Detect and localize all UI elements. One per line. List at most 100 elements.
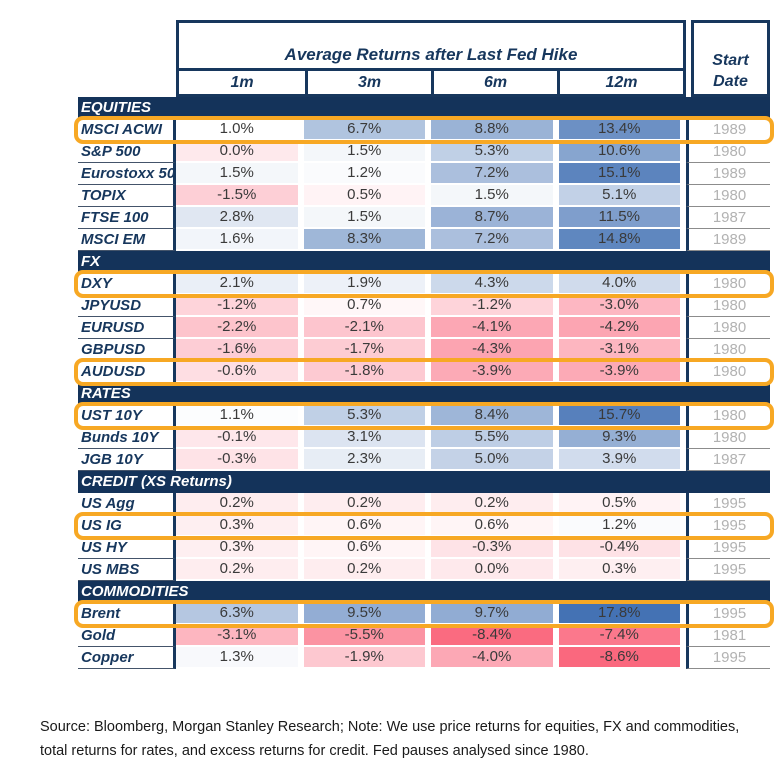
source-note: Source: Bloomberg, Morgan Stanley Resear… — [40, 719, 740, 759]
return-value: 0.6% — [303, 515, 425, 535]
return-value: 5.0% — [431, 449, 553, 469]
start-date-cell: 1980 — [686, 295, 770, 317]
return-cell: 0.2% — [176, 559, 304, 581]
return-cell: 0.2% — [176, 493, 304, 515]
return-value: 1.1% — [176, 405, 298, 425]
return-cell: 8.7% — [431, 207, 559, 229]
return-value: -3.1% — [176, 625, 298, 645]
return-value: 2.8% — [176, 207, 298, 227]
return-value: 8.8% — [431, 119, 553, 139]
table-row: UST 10Y 1.1% 5.3% 8.4% 15.7% 1980 — [74, 402, 774, 430]
start-date-cell: 1989 — [686, 163, 770, 185]
return-value: -8.4% — [431, 625, 553, 645]
return-value: -8.6% — [558, 647, 680, 667]
return-value: -5.5% — [303, 625, 425, 645]
section-header: COMMODITIES — [78, 581, 770, 603]
return-cell: 17.8% — [558, 603, 687, 625]
start-date-cell: 1987 — [686, 207, 770, 229]
return-cell: 4.3% — [431, 273, 559, 295]
row-label: US Agg — [78, 493, 176, 515]
return-cell: 10.6% — [558, 141, 687, 163]
table-row: MSCI ACWI 1.0% 6.7% 8.8% 13.4% 1989 — [74, 116, 774, 144]
table-body: EQUITIES MSCI ACWI 1.0% 6.7% 8.8% 13.4% 1989 S&… — [74, 97, 774, 669]
return-value: 2.3% — [303, 449, 425, 469]
return-cell: 13.4% — [558, 119, 687, 141]
return-value: 0.5% — [303, 185, 425, 205]
table-row: FTSE 100 2.8% 1.5% 8.7% 11.5% 1987 — [78, 207, 770, 229]
return-cell: -3.1% — [558, 339, 687, 361]
return-cell: 1.0% — [176, 119, 304, 141]
row-label: US MBS — [78, 559, 176, 581]
return-value: -0.1% — [176, 427, 298, 447]
return-cell: -0.3% — [176, 449, 304, 471]
table-row: US HY 0.3% 0.6% -0.3% -0.4% 1995 — [78, 537, 770, 559]
return-value: -4.0% — [431, 647, 553, 667]
return-value: 6.3% — [176, 603, 298, 623]
row-label: MSCI EM — [78, 229, 176, 251]
return-value: 15.7% — [558, 405, 680, 425]
return-value: 0.6% — [431, 515, 553, 535]
return-cell: 5.1% — [558, 185, 687, 207]
return-value: 4.0% — [558, 273, 680, 293]
table-row: MSCI EM 1.6% 8.3% 7.2% 14.8% 1989 — [78, 229, 770, 251]
table-row: EURUSD -2.2% -2.1% -4.1% -4.2% 1980 — [78, 317, 770, 339]
return-cell: 0.2% — [303, 559, 432, 581]
start-date-cell: 1989 — [686, 229, 770, 251]
table-row: Brent 6.3% 9.5% 9.7% 17.8% 1995 — [74, 600, 774, 628]
return-cell: 1.5% — [431, 185, 559, 207]
return-value: -2.1% — [303, 317, 425, 337]
return-value: 1.5% — [303, 207, 425, 227]
return-value: 1.5% — [176, 163, 298, 183]
return-value: 17.8% — [558, 603, 680, 623]
return-cell: 0.3% — [176, 537, 304, 559]
row-label: EURUSD — [78, 317, 176, 339]
start-date-cell: 1995 — [686, 515, 770, 537]
column-header: 6m — [431, 71, 557, 94]
column-header: 12m — [557, 71, 683, 94]
return-cell: 2.1% — [176, 273, 304, 295]
table-row: S&P 500 0.0% 1.5% 5.3% 10.6% 1980 — [78, 141, 770, 163]
return-cell: -3.9% — [558, 361, 687, 383]
table-row: GBPUSD -1.6% -1.7% -4.3% -3.1% 1980 — [78, 339, 770, 361]
return-cell: 2.8% — [176, 207, 304, 229]
return-value: -3.9% — [431, 361, 553, 381]
return-value: 0.2% — [431, 493, 553, 513]
return-value: -7.4% — [558, 625, 680, 645]
return-cell: 0.2% — [303, 493, 432, 515]
table-row: TOPIX -1.5% 0.5% 1.5% 5.1% 1980 — [78, 185, 770, 207]
return-cell: 5.3% — [303, 405, 432, 427]
return-value: 7.2% — [431, 163, 553, 183]
returns-header-box: Average Returns after Last Fed Hike 1m 3m… — [176, 20, 686, 97]
return-cell: 0.6% — [431, 515, 559, 537]
return-cell: 9.7% — [431, 603, 559, 625]
return-cell: -1.7% — [303, 339, 432, 361]
return-value: 0.2% — [303, 493, 425, 513]
start-date-cell: 1995 — [686, 647, 770, 669]
heatmap-table: Average Returns after Last Fed Hike 1m 3m… — [74, 20, 774, 669]
return-cell: -7.4% — [558, 625, 687, 647]
row-label: FTSE 100 — [78, 207, 176, 229]
row-label: JGB 10Y — [78, 449, 176, 471]
row-label: JPYUSD — [78, 295, 176, 317]
table-row: Copper 1.3% -1.9% -4.0% -8.6% 1995 — [78, 647, 770, 669]
return-cell: 1.5% — [176, 163, 304, 185]
return-value: 1.6% — [176, 229, 298, 249]
return-value: 0.0% — [431, 559, 553, 579]
row-label: Bunds 10Y — [78, 427, 176, 449]
return-cell: -1.6% — [176, 339, 304, 361]
start-date-cell: 1980 — [686, 361, 770, 383]
return-cell: -3.9% — [431, 361, 559, 383]
return-cell: -1.2% — [431, 295, 559, 317]
return-cell: 5.5% — [431, 427, 559, 449]
return-cell: 4.0% — [558, 273, 687, 295]
return-value: 3.1% — [303, 427, 425, 447]
return-value: 9.7% — [431, 603, 553, 623]
table-row: Gold -3.1% -5.5% -8.4% -7.4% 1981 — [78, 625, 770, 647]
table-row: JPYUSD -1.2% 0.7% -1.2% -3.0% 1980 — [78, 295, 770, 317]
return-value: 1.0% — [176, 119, 298, 139]
return-value: -4.2% — [558, 317, 680, 337]
start-date-header: Start Date — [691, 20, 770, 97]
return-value: 3.9% — [558, 449, 680, 469]
section-header: CREDIT (XS Returns) — [78, 471, 770, 493]
return-cell: -8.6% — [558, 647, 687, 669]
